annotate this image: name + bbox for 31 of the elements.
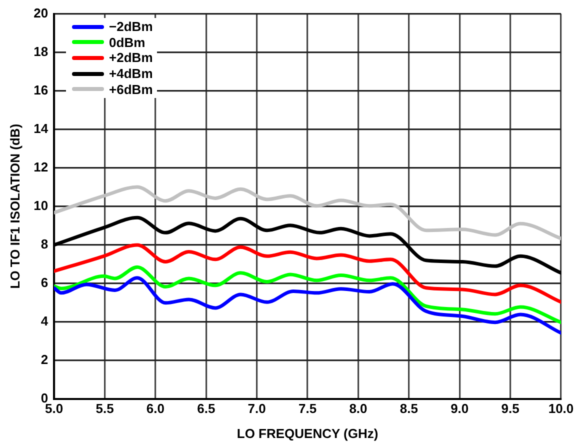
legend-label: +4dBm [109, 66, 153, 82]
y-tick-label: 2 [40, 352, 48, 367]
x-tick-label: 7.5 [298, 401, 317, 416]
y-tick-label: 8 [40, 236, 48, 252]
x-tick-label: 8.0 [349, 401, 368, 416]
legend-label: −2dBm [109, 18, 153, 34]
x-tick-label: 9.0 [450, 401, 469, 416]
x-tick-label: 9.5 [501, 401, 520, 416]
legend-label: +6dBm [109, 82, 153, 98]
y-tick-label: 16 [34, 82, 48, 98]
y-tick-label: 20 [34, 5, 48, 20]
y-tick-label: 14 [34, 120, 49, 136]
x-tick-label: 8.5 [400, 401, 418, 416]
line-series [54, 265, 561, 324]
y-axis-title: LO TO IF1 ISOLATION (dB) [7, 124, 22, 289]
y-tick-label: 18 [34, 44, 48, 59]
y-tick-label: 6 [40, 274, 48, 290]
line-series [54, 243, 561, 304]
y-tick-label: 4 [40, 313, 49, 328]
y-tick-label: 12 [34, 159, 48, 174]
x-tick-label: 7.0 [248, 401, 266, 416]
y-tick-label: 10 [34, 198, 48, 213]
x-tick-label: 6.0 [146, 401, 164, 416]
x-tick-label: 5.5 [96, 401, 114, 416]
line-series [54, 185, 561, 240]
legend-label: +2dBm [109, 50, 153, 66]
legend-label: 0dBm [109, 34, 146, 50]
x-tick-label: 6.5 [197, 401, 216, 416]
line-series [54, 276, 561, 335]
x-axis-title: LO FREQUENCY (GHz) [236, 426, 378, 441]
x-tick-label: 10.0 [548, 401, 574, 416]
